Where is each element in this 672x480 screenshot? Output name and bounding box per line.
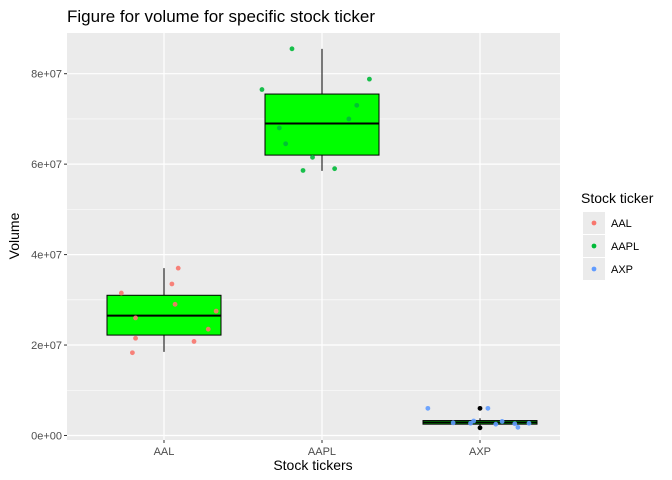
data-point bbox=[346, 116, 352, 122]
outlier-point bbox=[477, 425, 483, 431]
legend-title: Stock ticker bbox=[581, 190, 654, 206]
x-axis-title: Stock tickers bbox=[273, 457, 352, 473]
data-point bbox=[191, 339, 197, 344]
data-point bbox=[425, 405, 431, 411]
legend-label: AAL bbox=[611, 218, 632, 230]
x-tick-label: AAL bbox=[154, 446, 175, 458]
data-point bbox=[289, 46, 295, 52]
jitter-points bbox=[118, 46, 532, 430]
y-tick-label: 4e+07 bbox=[31, 250, 62, 262]
data-point bbox=[213, 308, 219, 314]
boxplots bbox=[106, 48, 538, 431]
x-tick-label: AAPL bbox=[308, 446, 336, 458]
legend-label: AXP bbox=[611, 264, 633, 276]
data-point bbox=[354, 102, 360, 108]
data-point bbox=[526, 420, 532, 426]
x-tick-label: AXP bbox=[469, 446, 491, 458]
data-point bbox=[169, 281, 175, 287]
data-point bbox=[172, 301, 178, 307]
y-tick-label: 8e+07 bbox=[31, 69, 62, 81]
data-point bbox=[367, 76, 372, 82]
data-point bbox=[283, 141, 289, 147]
data-point bbox=[471, 418, 477, 424]
legend-key-point bbox=[591, 243, 597, 249]
chart-title: Figure for volume for specific stock tic… bbox=[67, 7, 375, 26]
outlier-point bbox=[477, 405, 483, 411]
y-tick-label: 0e+00 bbox=[31, 430, 62, 442]
legend: Stock ticker AAL AAPL AXP bbox=[581, 190, 654, 280]
data-point bbox=[259, 87, 265, 92]
y-axis-ticks: 0e+00 2e+07 4e+07 6e+07 8e+07 bbox=[31, 69, 67, 442]
data-point bbox=[300, 168, 306, 173]
box bbox=[264, 93, 380, 156]
legend-key-point bbox=[591, 220, 597, 226]
data-point bbox=[332, 166, 338, 172]
data-point bbox=[310, 154, 315, 160]
legend-key-point bbox=[591, 266, 597, 272]
y-tick-label: 6e+07 bbox=[31, 159, 62, 171]
data-point bbox=[276, 125, 282, 131]
data-point bbox=[118, 290, 124, 296]
data-point bbox=[133, 335, 138, 341]
data-point bbox=[130, 350, 135, 356]
x-axis-ticks: AAL AAPL AXP bbox=[154, 440, 491, 458]
data-point bbox=[499, 419, 505, 424]
data-point bbox=[493, 421, 499, 427]
y-axis-title: Volume bbox=[6, 212, 22, 259]
data-point bbox=[485, 405, 491, 411]
y-tick-label: 2e+07 bbox=[31, 340, 62, 352]
data-point bbox=[450, 420, 456, 426]
legend-label: AAPL bbox=[611, 241, 639, 253]
data-point bbox=[512, 421, 518, 427]
data-point bbox=[205, 326, 211, 332]
data-point bbox=[175, 265, 181, 271]
data-point bbox=[515, 424, 521, 430]
data-point bbox=[133, 315, 138, 321]
